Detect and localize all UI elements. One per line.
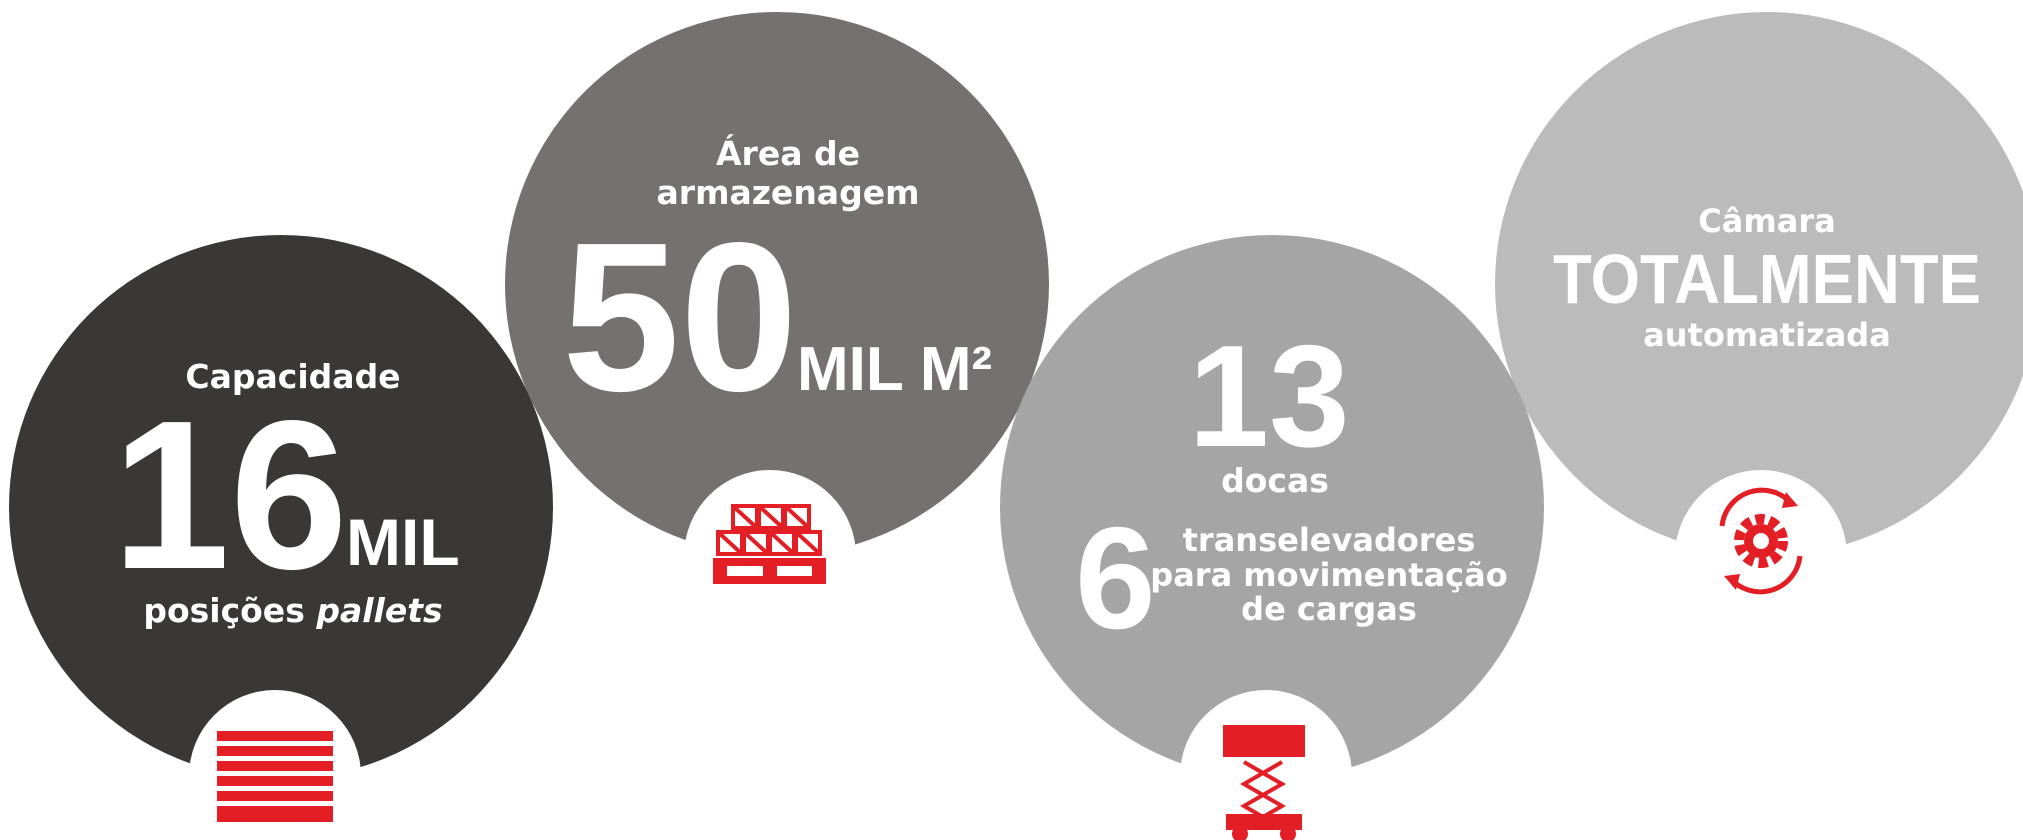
pallet-icon [217, 731, 333, 822]
circle-chamber [1495, 12, 2023, 556]
big-number: 13 [1188, 315, 1349, 477]
boxes-icon [716, 504, 822, 556]
highlight: TOTALMENTE [1553, 240, 1981, 318]
label-line: armazenagem [657, 173, 920, 212]
big-number: 6 [1075, 497, 1156, 659]
caption: posições pallets [143, 591, 442, 630]
unit: MIL [346, 505, 460, 579]
label: docas [1221, 461, 1329, 500]
label-line: Área de [716, 133, 860, 173]
caption: automatizada [1643, 316, 1891, 354]
circle-docks [1000, 235, 1544, 779]
unit: MIL M² [797, 335, 992, 404]
caption-line: de cargas [1241, 590, 1417, 628]
caption-text: posições [143, 591, 305, 630]
label: Câmara [1698, 202, 1835, 240]
caption-line: para movimentação [1150, 556, 1507, 594]
pallet-base [713, 558, 826, 584]
gear-icon [1719, 487, 1803, 595]
circle-area [505, 12, 1049, 556]
caption-line: transelevadores [1183, 521, 1476, 559]
label: Capacidade [185, 357, 400, 396]
circle-capacity [9, 235, 553, 779]
caption-italic: pallets [315, 591, 442, 630]
big-number: 50 [562, 198, 798, 435]
lift-icon [1223, 725, 1305, 840]
big-number: 16 [112, 376, 348, 613]
